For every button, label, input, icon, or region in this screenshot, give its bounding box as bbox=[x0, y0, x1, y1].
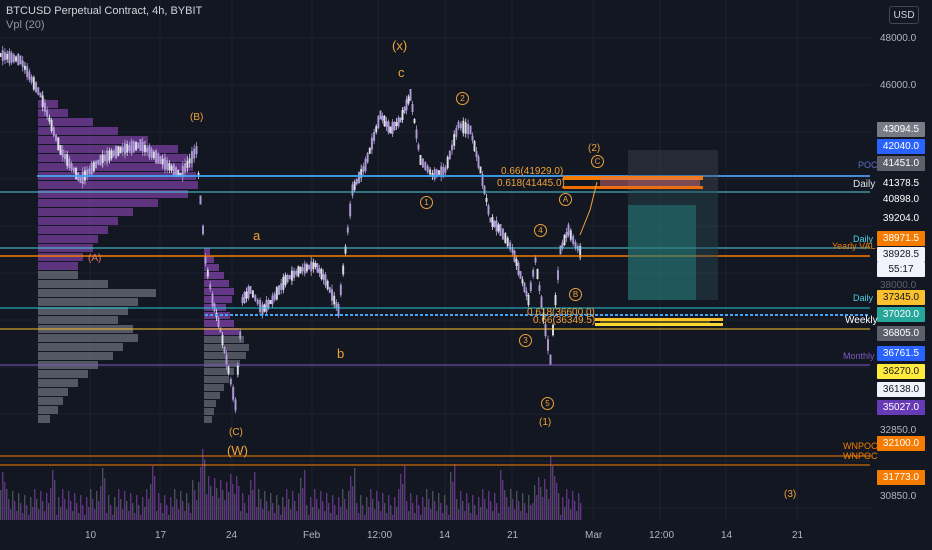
wave-label: (3) bbox=[784, 489, 797, 500]
wave-circle-label: B bbox=[569, 288, 582, 301]
fib-bands[interactable] bbox=[563, 176, 723, 326]
volume-bars bbox=[0, 449, 582, 520]
price-label: 42040.0 bbox=[877, 139, 925, 154]
wnpoc-label: WNPOC bbox=[843, 441, 878, 451]
fib-label: 0.66(41929.0) bbox=[501, 166, 564, 177]
wnpoc-label: WNPOC bbox=[843, 451, 878, 461]
daily-label: Daily bbox=[853, 234, 874, 244]
currency-button[interactable]: USD bbox=[889, 6, 919, 24]
time-tick: 17 bbox=[155, 530, 167, 541]
price-label: 41451.0 bbox=[877, 156, 925, 171]
price-label: 43094.5 bbox=[877, 122, 925, 137]
time-tick: 12:00 bbox=[649, 530, 675, 541]
wave-label: (C) bbox=[229, 427, 243, 438]
chart-header: BTCUSD Perpetual Contract, 4h, BYBIT Vpl… bbox=[6, 4, 202, 32]
price-label: 39204.0 bbox=[877, 211, 925, 226]
price-tick: 38000.0 bbox=[880, 280, 917, 291]
wave-label: (1) bbox=[539, 417, 552, 428]
fib-label: 0.618(36600.0) bbox=[527, 307, 595, 318]
time-tick: 14 bbox=[721, 530, 733, 541]
wave-circle-label: A bbox=[559, 193, 572, 206]
time-tick: 21 bbox=[792, 530, 804, 541]
indicator-label[interactable]: Vpl (20) bbox=[6, 19, 45, 31]
price-tick: 46000.0 bbox=[880, 80, 917, 91]
time-tick: 10 bbox=[85, 530, 97, 541]
wave-label: (W) bbox=[227, 443, 248, 458]
price-label: 32100.0 bbox=[877, 436, 925, 451]
price-label: 41378.5 bbox=[877, 176, 925, 191]
price-tick: 32850.0 bbox=[880, 425, 917, 436]
daily-label: Daily bbox=[853, 179, 876, 190]
time-tick: 14 bbox=[439, 530, 451, 541]
price-candles bbox=[0, 45, 582, 413]
time-tick: 21 bbox=[507, 530, 519, 541]
price-tick: 48000.0 bbox=[880, 33, 917, 44]
position-box[interactable] bbox=[628, 150, 718, 300]
price-label: 35027.0 bbox=[877, 400, 925, 415]
fib-label: 0.66(36349.5) bbox=[533, 315, 596, 326]
wave-circle-label: 5 bbox=[541, 397, 554, 410]
wave-circle-label: C bbox=[591, 155, 604, 168]
yearly-val-label: Yearly VAL bbox=[832, 241, 876, 251]
price-label: 31773.0 bbox=[877, 470, 925, 485]
price-label: 36805.0 bbox=[877, 326, 925, 341]
poc-label: POC bbox=[858, 160, 878, 170]
monthly-label: Monthly bbox=[843, 351, 875, 361]
wave-label: (B) bbox=[190, 112, 204, 123]
price-label: 36138.0 bbox=[877, 382, 925, 397]
fib-label: 0.618(41445.0) bbox=[497, 178, 565, 189]
price-label: 36761.5 bbox=[877, 346, 925, 361]
wave-circle-label: 4 bbox=[534, 224, 547, 237]
wave-label: (A) bbox=[88, 253, 102, 264]
wave-label: a bbox=[253, 228, 261, 243]
time-tick: 24 bbox=[226, 530, 238, 541]
time-tick: Feb bbox=[303, 530, 321, 541]
price-label: 55:17 bbox=[877, 262, 925, 277]
wave-circle-label: 2 bbox=[456, 92, 469, 105]
wave-circle-label: 3 bbox=[519, 334, 532, 347]
wave-label: (2) bbox=[588, 143, 601, 154]
wave-label: c bbox=[398, 65, 405, 80]
daily-label: Daily bbox=[853, 293, 874, 303]
price-label: 36270.0 bbox=[877, 364, 925, 379]
volume-profile-middle bbox=[204, 248, 249, 423]
price-label: 37345.0 bbox=[877, 290, 925, 305]
weekly-label: Weekly bbox=[845, 315, 878, 326]
price-label: 38971.5 bbox=[877, 231, 925, 246]
wave-label: (x) bbox=[392, 38, 408, 53]
price-label: 38928.5 bbox=[877, 247, 925, 262]
wave-circle-label: 1 bbox=[420, 196, 433, 209]
price-label: 40898.0 bbox=[877, 192, 925, 207]
price-tick: 30850.0 bbox=[880, 491, 917, 502]
level-lines bbox=[0, 175, 870, 466]
price-label: 37020.0 bbox=[877, 307, 925, 322]
symbol-title[interactable]: BTCUSD Perpetual Contract, 4h, BYBIT bbox=[6, 5, 203, 17]
wave-label: b bbox=[337, 346, 345, 361]
time-tick: 12:00 bbox=[367, 530, 393, 541]
time-tick: Mar bbox=[585, 530, 603, 541]
